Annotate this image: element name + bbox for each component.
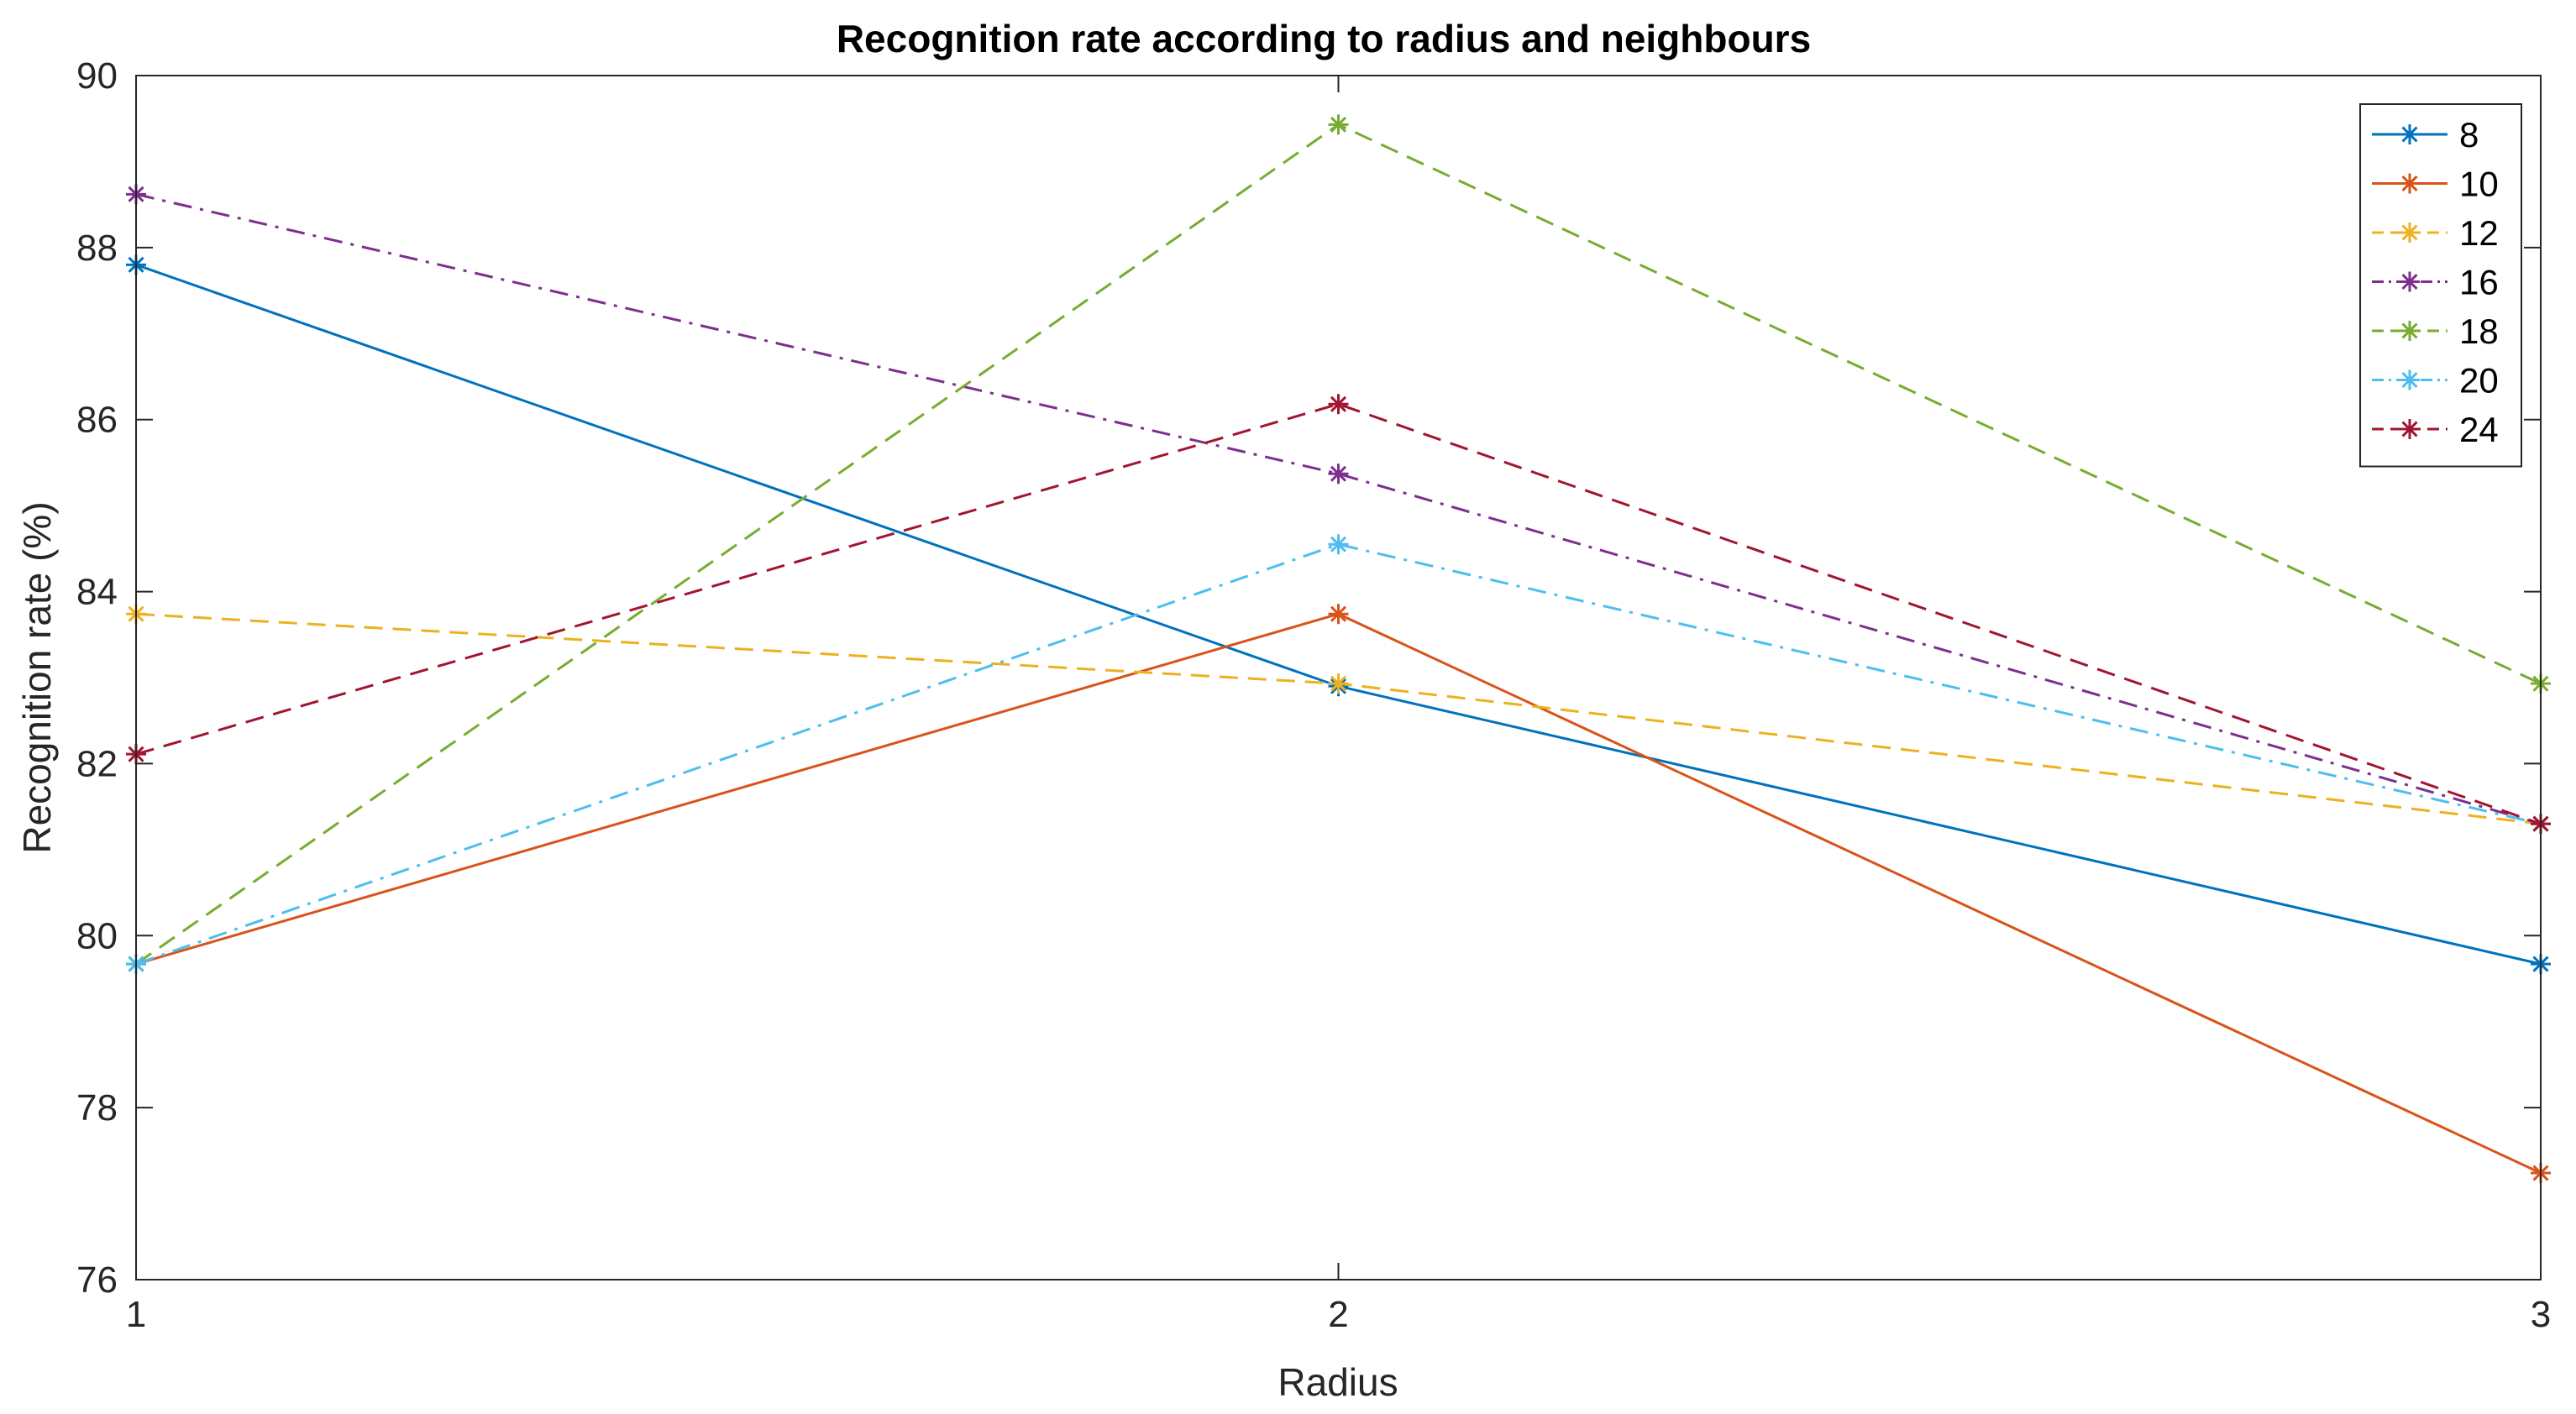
legend-label-16: 16	[2459, 263, 2499, 302]
y-axis-label: Recognition rate (%)	[15, 501, 59, 853]
series-line-20	[135, 542, 2542, 966]
legend-entry-8: 8	[2372, 115, 2479, 154]
y-tick-label-84: 84	[76, 572, 118, 613]
chart-title: Recognition rate according to radius and…	[837, 17, 1811, 60]
y-tick-label-80: 80	[76, 915, 118, 956]
series-18-point-2	[1328, 114, 1349, 135]
y-tick-label-76: 76	[76, 1260, 118, 1301]
series-12-point-2	[1328, 673, 1349, 694]
legend-label-10: 10	[2459, 165, 2499, 204]
legend-marker-18	[2400, 321, 2420, 341]
series-layer	[126, 114, 2551, 1183]
series-16-point-2	[1328, 463, 1349, 484]
legend-marker-8	[2400, 124, 2420, 144]
legend-label-20: 20	[2459, 361, 2499, 401]
x-tick-label-3: 3	[2531, 1294, 2551, 1335]
legend-marker-16	[2400, 271, 2420, 292]
plot-area-border	[135, 75, 2542, 1280]
legend-marker-12	[2400, 223, 2420, 243]
legend-entry-24: 24	[2372, 410, 2499, 449]
legend-marker-20	[2400, 369, 2420, 390]
legend-entry-18: 18	[2372, 312, 2499, 351]
series-10-point-2	[1328, 604, 1349, 625]
y-tick-label-86: 86	[76, 400, 118, 441]
y-tick-label-88: 88	[76, 228, 118, 269]
series-24-point-2	[1328, 394, 1349, 415]
legend-entry-12: 12	[2372, 213, 2499, 253]
legend-marker-10	[2400, 173, 2420, 194]
legend-label-8: 8	[2459, 115, 2479, 154]
legend-marker-24	[2400, 419, 2420, 439]
legend-entry-20: 20	[2372, 361, 2499, 401]
legend-entry-10: 10	[2372, 165, 2499, 204]
series-line-24	[135, 402, 2542, 825]
legend-label-18: 18	[2459, 312, 2499, 351]
legend-label-24: 24	[2459, 410, 2499, 449]
y-tick-label-90: 90	[76, 55, 118, 97]
x-tick-label-1: 1	[126, 1294, 146, 1335]
x-axis-label: Radius	[1278, 1360, 1398, 1404]
y-tick-label-78: 78	[76, 1087, 118, 1129]
legend: 8 10 12 16 18 20 24	[2359, 103, 2522, 468]
series-20-point-2	[1328, 534, 1349, 555]
legend-box	[2359, 103, 2522, 468]
legend-label-12: 12	[2459, 213, 2499, 253]
legend-entry-16: 16	[2372, 263, 2499, 302]
y-tick-label-82: 82	[76, 743, 118, 784]
x-tick-label-2: 2	[1328, 1294, 1348, 1335]
